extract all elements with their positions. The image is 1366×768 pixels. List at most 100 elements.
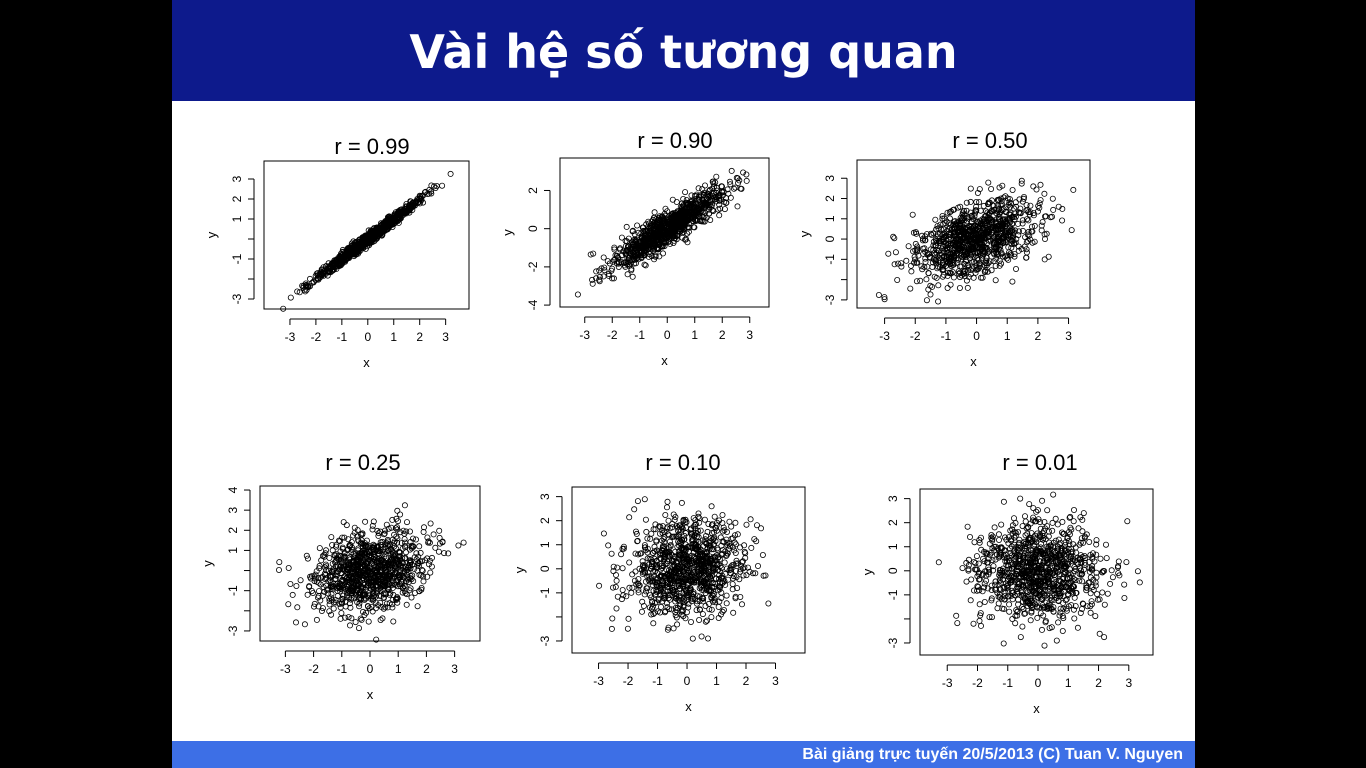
data-point [589, 280, 596, 287]
data-point [715, 206, 722, 213]
data-point [642, 262, 649, 269]
y-tick-label: 0 [526, 225, 540, 232]
data-point [999, 182, 1006, 189]
panel-title: r = 0.10 [645, 450, 720, 475]
data-point [403, 601, 410, 608]
data-point [1000, 194, 1007, 201]
data-point [668, 229, 675, 236]
data-point [706, 201, 713, 208]
data-point [1027, 236, 1034, 243]
data-point [923, 276, 930, 283]
data-point [601, 267, 608, 274]
data-point [961, 207, 968, 214]
y-tick-label: -1 [823, 254, 837, 265]
data-point [701, 516, 708, 523]
data-point [613, 605, 620, 612]
data-point [721, 206, 728, 213]
data-point [699, 196, 706, 203]
data-point [600, 273, 607, 280]
data-point [460, 539, 467, 546]
data-point [680, 195, 687, 202]
data-point [651, 256, 658, 263]
data-point [369, 526, 376, 533]
data-point [1070, 186, 1077, 193]
data-point [727, 181, 734, 188]
data-point [618, 234, 625, 241]
data-point [661, 239, 668, 246]
data-point [905, 243, 912, 250]
data-point [306, 275, 313, 282]
data-point [700, 218, 707, 225]
points [280, 170, 454, 312]
data-point [894, 276, 901, 283]
data-point [340, 519, 347, 526]
data-point [623, 223, 630, 230]
data-point [598, 265, 605, 272]
data-point [662, 205, 669, 212]
y-tick-label: 2 [230, 195, 244, 202]
data-point [925, 270, 932, 277]
data-point [726, 178, 733, 185]
data-point [944, 284, 951, 291]
data-point [631, 241, 638, 248]
data-point [420, 578, 427, 585]
data-point [656, 216, 663, 223]
data-point [455, 542, 462, 549]
data-point [593, 275, 600, 282]
x-tick-label: 2 [1035, 329, 1042, 343]
data-point [425, 190, 432, 197]
data-point [624, 625, 631, 632]
y-tick-label: -1 [226, 585, 240, 596]
data-point [609, 265, 616, 272]
data-point [609, 275, 616, 282]
data-point [645, 218, 652, 225]
x-tick-label: 0 [367, 662, 374, 676]
data-point [711, 513, 718, 520]
data-point [379, 227, 386, 234]
data-point [653, 538, 660, 545]
data-point [710, 178, 717, 185]
data-point [928, 231, 935, 238]
data-point [723, 199, 730, 206]
data-point [898, 260, 905, 267]
data-point [625, 235, 632, 242]
data-point [287, 294, 294, 301]
data-point [574, 291, 581, 298]
data-point [339, 246, 346, 253]
data-point [875, 291, 882, 298]
data-point [447, 170, 454, 177]
data-point [732, 184, 739, 191]
data-point [1003, 255, 1010, 262]
data-point [755, 563, 762, 570]
data-point [891, 261, 898, 268]
data-point [1049, 195, 1056, 202]
data-point [642, 233, 649, 240]
data-point [631, 256, 638, 263]
data-point [983, 257, 990, 264]
data-point [287, 581, 294, 588]
data-point [909, 211, 916, 218]
data-point [964, 284, 971, 291]
data-point [609, 258, 616, 265]
data-point [618, 551, 625, 558]
data-point [413, 198, 420, 205]
y-tick-label: -1 [230, 253, 244, 264]
data-point [397, 511, 404, 518]
data-point [346, 622, 353, 629]
data-point [1049, 213, 1056, 220]
data-point [743, 572, 750, 579]
data-point [652, 222, 659, 229]
data-point [596, 273, 603, 280]
data-point [723, 592, 730, 599]
data-point [635, 229, 642, 236]
data-point [360, 236, 367, 243]
data-point [328, 534, 335, 541]
data-point [430, 531, 437, 538]
y-tick-label: -3 [823, 294, 837, 305]
points [875, 177, 1077, 305]
data-point [663, 504, 670, 511]
data-point [1015, 243, 1022, 250]
data-point [629, 227, 636, 234]
data-point [643, 247, 650, 254]
